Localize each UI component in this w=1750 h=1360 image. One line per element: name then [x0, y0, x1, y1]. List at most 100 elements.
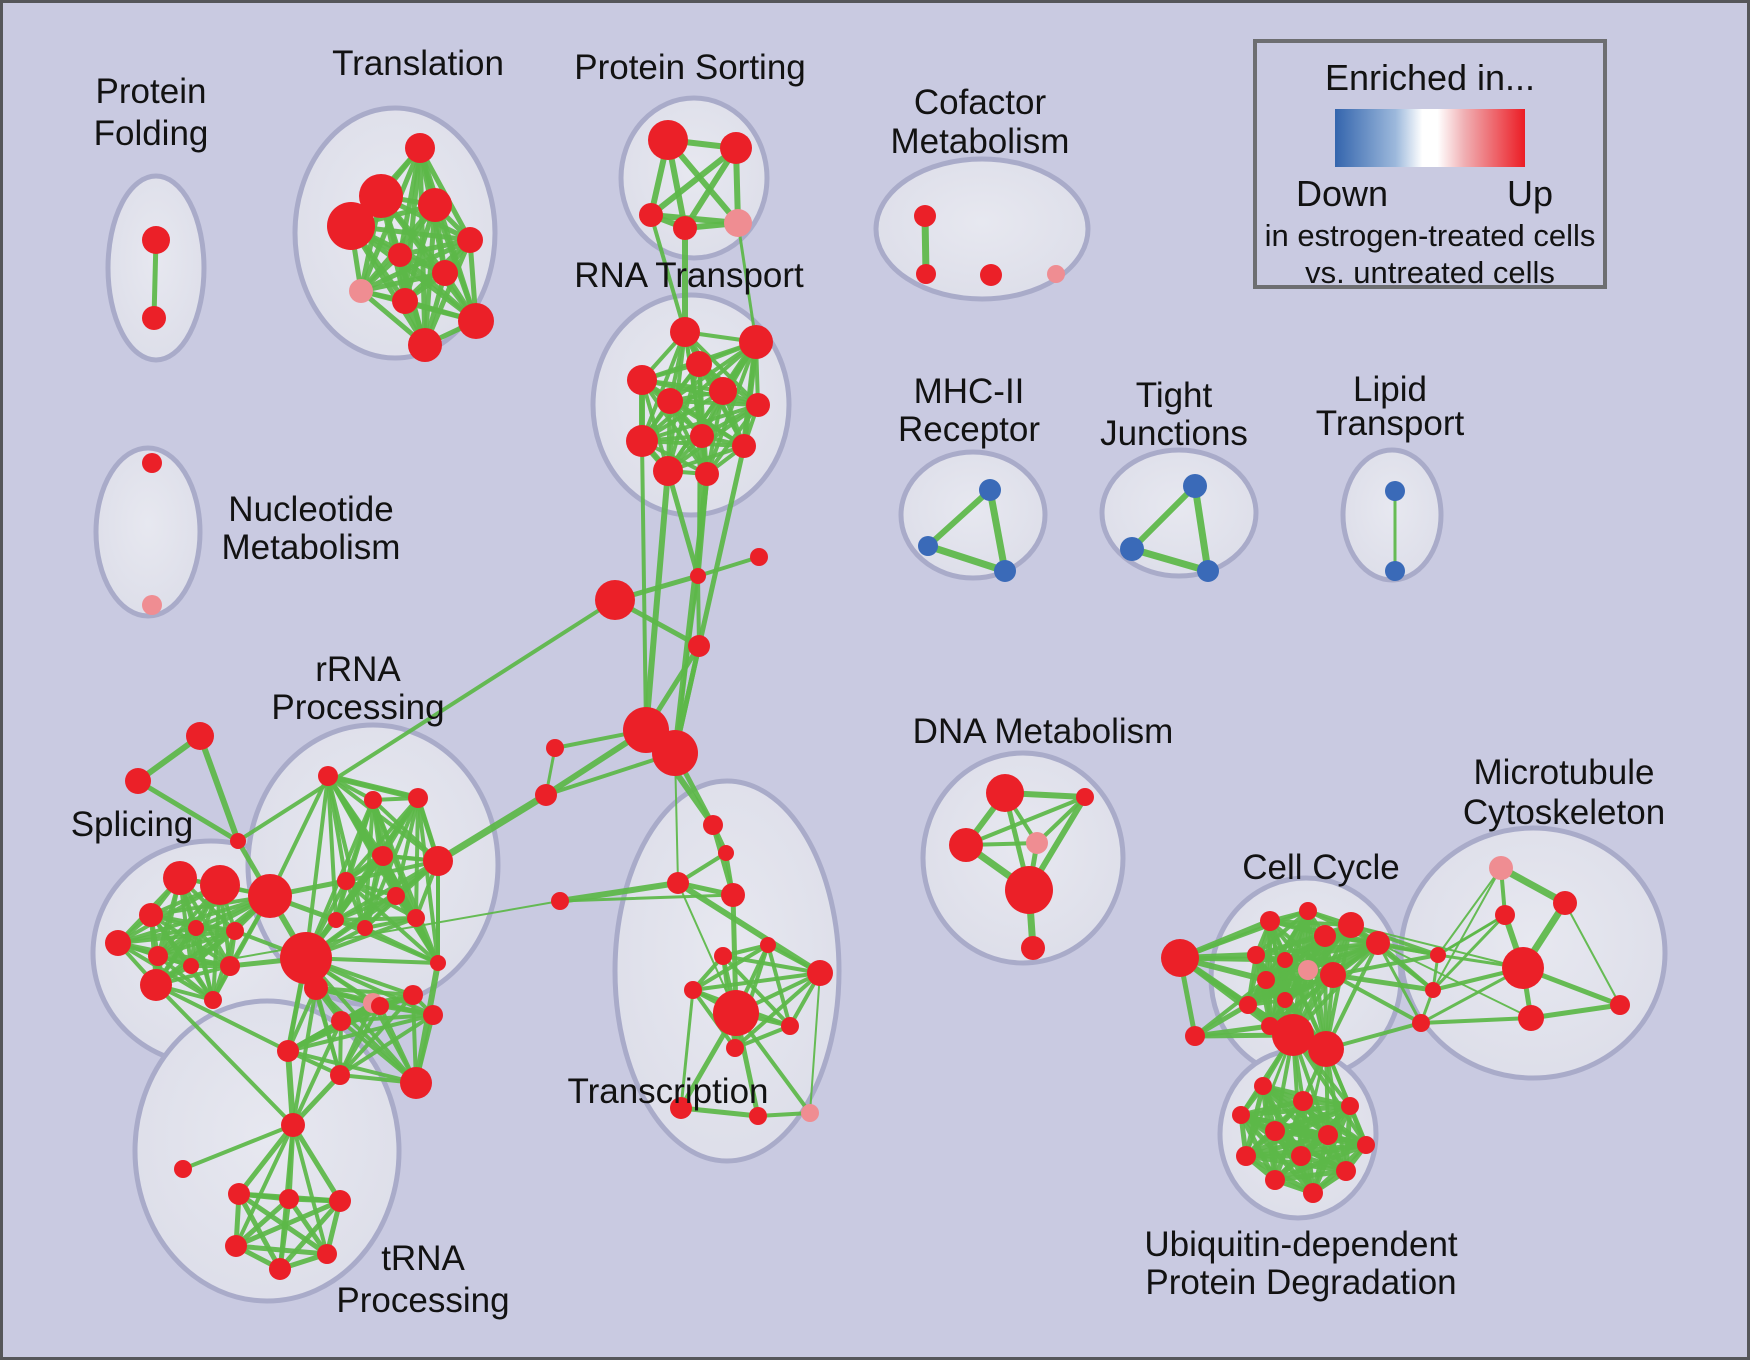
gene-set-node: [392, 288, 418, 314]
cluster-label-tight-junctions: Tight Junctions: [1100, 376, 1248, 453]
gene-set-node: [225, 1235, 247, 1257]
gene-set-node: [1183, 474, 1207, 498]
gene-set-node: [980, 264, 1002, 286]
gene-set-node: [139, 903, 163, 927]
gene-set-node: [986, 774, 1024, 812]
gene-set-node: [1610, 995, 1630, 1015]
gene-set-node: [1291, 1146, 1311, 1166]
gene-set-node: [148, 946, 168, 966]
gene-set-node: [690, 568, 706, 584]
gene-set-node: [627, 365, 657, 395]
gene-set-node: [400, 1067, 432, 1099]
network-canvas: Protein Folding Translation Protein Sorting…: [71, 44, 1668, 1320]
gene-set-node: [739, 325, 773, 359]
gene-set-node: [349, 279, 373, 303]
gene-set-node: [1320, 962, 1346, 988]
gene-set-node: [714, 947, 732, 965]
gene-set-node: [432, 260, 458, 286]
gene-set-node: [304, 976, 328, 1000]
gene-set-node: [1318, 1125, 1338, 1145]
cluster-ellipse-trna-processing: [132, 998, 402, 1304]
gene-set-node: [1185, 1026, 1205, 1046]
gene-set-node: [331, 1011, 351, 1031]
gene-set-node: [535, 784, 557, 806]
gene-set-node: [1336, 1161, 1356, 1181]
gene-set-node: [1430, 947, 1446, 963]
gene-set-node: [949, 828, 983, 862]
gene-set-node: [670, 1097, 692, 1119]
gene-set-node: [551, 892, 569, 910]
gene-set-node: [1265, 1170, 1285, 1190]
cluster-ellipse-lipid-transport: [1340, 447, 1444, 583]
gene-set-node: [418, 188, 452, 222]
gene-set-node: [1357, 1136, 1375, 1154]
gene-set-node: [371, 997, 389, 1015]
gene-set-node: [1298, 960, 1318, 980]
legend-axis-labels: Down Up: [1257, 173, 1603, 214]
gene-set-node: [916, 264, 936, 284]
gene-set-node: [1247, 946, 1265, 964]
gene-set-node: [709, 377, 737, 405]
gene-set-node: [801, 1104, 819, 1122]
gene-set-node: [408, 788, 428, 808]
cluster-ellipse-nucleotide-metabolism: [93, 445, 203, 619]
gene-set-node: [684, 981, 702, 999]
gene-set-node: [405, 133, 435, 163]
gene-set-node: [280, 932, 332, 984]
gene-set-node: [546, 739, 564, 757]
gene-set-node: [1341, 1097, 1359, 1115]
gene-set-node: [595, 580, 635, 620]
cluster-label-transcription: Transcription: [568, 1072, 769, 1111]
gene-set-node: [918, 536, 938, 556]
gene-set-node: [364, 791, 382, 809]
gene-set-node: [1265, 1121, 1285, 1141]
gene-set-node: [423, 846, 453, 876]
gene-set-node: [1366, 931, 1390, 955]
gene-set-node: [387, 887, 405, 905]
gene-set-node: [1495, 905, 1515, 925]
gene-set-node: [430, 955, 446, 971]
gene-set-node: [1425, 982, 1441, 998]
gene-set-node: [673, 216, 697, 240]
cluster-label-microtubule-cytoskeleton: Microtubule Cytoskeleton: [1463, 753, 1665, 832]
gene-set-node: [373, 846, 393, 866]
gene-set-node: [994, 560, 1016, 582]
gene-set-node: [388, 243, 412, 267]
cluster-label-lipid-transport: Lipid Transport: [1316, 370, 1465, 443]
gene-set-node: [979, 479, 1001, 501]
gene-set-node: [408, 328, 442, 362]
cluster-label-trna-processing: tRNA Processing: [336, 1239, 509, 1320]
gene-set-node: [1293, 1091, 1313, 1111]
gene-set-node: [330, 1065, 350, 1085]
cluster-label-rna-transport: RNA Transport: [574, 256, 804, 295]
gene-set-node: [1236, 1146, 1256, 1166]
gene-set-node: [142, 453, 162, 473]
gene-set-node: [357, 920, 373, 936]
gene-set-node: [200, 865, 240, 905]
gene-set-node: [204, 991, 222, 1009]
legend-up-label: Up: [1506, 173, 1554, 214]
gene-set-node: [248, 874, 292, 918]
gene-set-node: [407, 909, 425, 927]
gene-set-node: [686, 351, 712, 377]
gene-set-node: [279, 1189, 299, 1209]
gene-set-node: [183, 958, 199, 974]
gene-set-node: [142, 306, 166, 330]
gene-set-node: [423, 1005, 443, 1025]
gene-set-node: [1518, 1005, 1544, 1031]
cluster-label-protein-sorting: Protein Sorting: [574, 48, 806, 87]
gene-set-node: [1277, 992, 1293, 1008]
legend-caption: in estrogen-treated cells vs. untreated …: [1257, 217, 1603, 291]
gene-set-node: [1047, 265, 1065, 283]
gene-set-node: [328, 912, 344, 928]
legend-caption-line1: in estrogen-treated cells: [1264, 218, 1596, 253]
gene-set-node: [652, 730, 698, 776]
gene-set-node: [125, 768, 151, 794]
gene-set-node: [220, 956, 240, 976]
gene-set-node: [1272, 1014, 1314, 1056]
nodes-layer: [105, 120, 1630, 1280]
gene-set-node: [718, 845, 734, 861]
gene-set-node: [1385, 481, 1405, 501]
gene-set-node: [1338, 912, 1364, 938]
